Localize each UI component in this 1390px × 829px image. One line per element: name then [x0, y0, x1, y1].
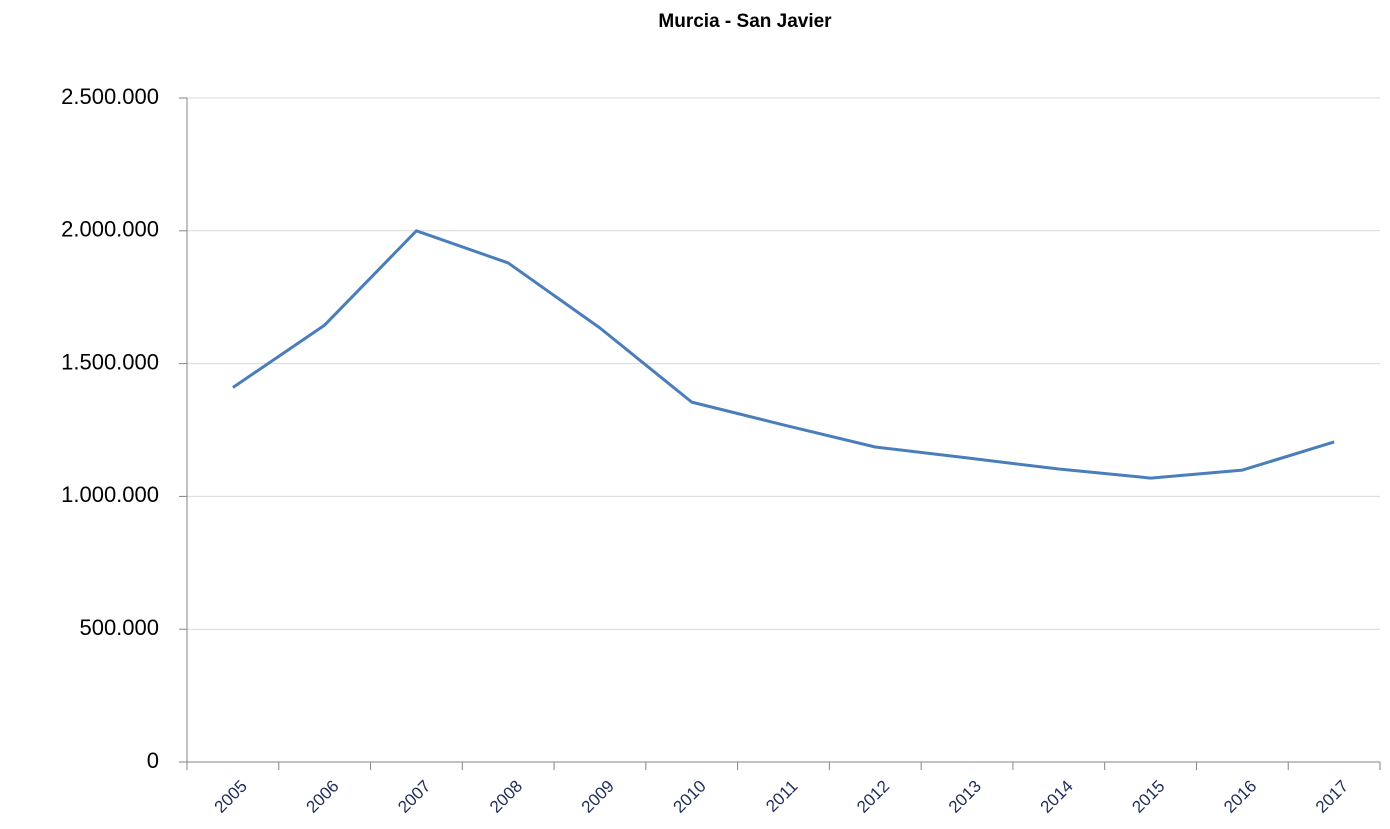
x-tick-label: 2015 — [1128, 777, 1168, 817]
x-tick-label: 2010 — [670, 777, 710, 817]
x-tick-label: 2016 — [1220, 777, 1260, 817]
y-tick-label: 1.000.000 — [61, 482, 159, 507]
x-tick-label: 2011 — [762, 777, 801, 816]
data-line — [232, 229, 1335, 480]
y-tick-label: 2.000.000 — [61, 217, 159, 242]
x-tick-label: 2013 — [945, 777, 985, 817]
x-tick-label: 2008 — [486, 777, 526, 817]
x-tick-label: 2005 — [211, 777, 251, 817]
y-tick-label: 1.500.000 — [61, 349, 159, 374]
y-tick-label: 500.000 — [79, 615, 159, 640]
y-tick-label: 0 — [147, 748, 159, 773]
x-tick-label: 2009 — [578, 777, 618, 817]
chart-title: Murcia - San Javier — [658, 11, 832, 32]
x-tick-label: 2014 — [1037, 777, 1077, 817]
x-tick-label: 2012 — [853, 777, 893, 817]
x-tick-label: 2017 — [1312, 777, 1352, 817]
y-tick-label: 2.500.000 — [61, 84, 159, 109]
x-tick-label: 2007 — [394, 777, 434, 817]
x-tick-label: 2006 — [302, 777, 342, 817]
